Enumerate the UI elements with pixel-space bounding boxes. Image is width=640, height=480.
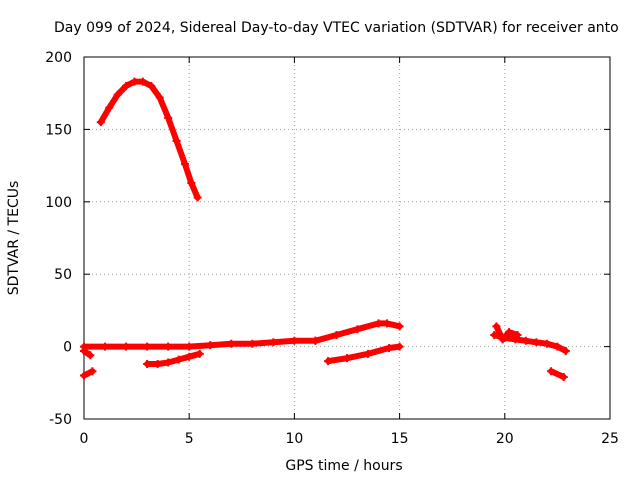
series-line: [97, 78, 201, 201]
y-tick-label: 50: [54, 267, 72, 283]
data-point: [164, 113, 173, 122]
data-point: [353, 325, 362, 334]
series-arc-high-peak: [96, 77, 202, 202]
data-point: [86, 351, 95, 360]
data-point: [80, 346, 88, 355]
series-spikes-evening: [492, 322, 522, 344]
data-point: [364, 349, 373, 358]
data-point: [122, 342, 131, 351]
data-point: [559, 373, 568, 382]
data-point: [174, 355, 183, 364]
data-point: [269, 338, 278, 347]
x-tick-label: 15: [391, 431, 409, 447]
data-point: [130, 77, 139, 86]
data-point: [374, 319, 383, 328]
data-point: [164, 342, 173, 351]
grid: [84, 57, 610, 419]
series-baseline-morning: [80, 336, 320, 351]
data-point: [180, 160, 189, 169]
data-point: [195, 349, 204, 358]
series-dip-morning: [143, 349, 204, 368]
data-point: [138, 77, 147, 86]
data-point: [561, 346, 570, 355]
axis-ticks: 0 5 10 15 20 25 -50 0 50 100 150 200: [45, 50, 619, 447]
series-rise-afternoon: [311, 319, 404, 345]
y-tick-label: 0: [63, 340, 72, 356]
data-point: [113, 90, 122, 99]
data-point: [143, 359, 152, 368]
data-point: [290, 336, 299, 345]
series-group: [80, 77, 570, 382]
series-start-negative-left: [80, 367, 97, 380]
y-tick-label: -50: [49, 412, 72, 428]
data-point: [172, 136, 181, 145]
data-point: [343, 354, 351, 363]
data-point: [147, 81, 156, 90]
data-point: [521, 336, 530, 345]
data-point: [505, 328, 514, 337]
data-point: [101, 342, 110, 351]
x-tick-label: 25: [601, 431, 619, 447]
y-axis-title: SDTVAR / TECUs: [6, 181, 22, 296]
x-tick-label: 0: [80, 431, 89, 447]
plot-frame: [83, 56, 611, 420]
data-point: [164, 358, 173, 367]
data-point: [248, 339, 257, 348]
data-point: [553, 342, 562, 351]
data-point: [185, 342, 194, 351]
y-tick-label: 150: [45, 122, 72, 138]
chart-title: Day 099 of 2024, Sidereal Day-to-day VTE…: [54, 20, 619, 36]
series-lower-arc-afternoon: [324, 342, 404, 366]
data-point: [385, 344, 394, 353]
data-point: [498, 335, 507, 344]
data-point: [382, 319, 391, 328]
data-point: [513, 331, 522, 340]
data-point: [96, 118, 105, 127]
data-point: [143, 342, 152, 351]
data-point: [332, 331, 341, 340]
data-point: [155, 93, 164, 102]
x-tick-label: 10: [285, 431, 303, 447]
data-point: [395, 322, 404, 331]
series-line: [81, 337, 319, 350]
data-point: [105, 103, 114, 112]
data-point: [532, 338, 541, 347]
data-point: [80, 371, 88, 380]
data-point: [122, 81, 131, 90]
series-line: [493, 323, 521, 343]
data-point: [311, 336, 320, 345]
data-point: [88, 367, 97, 376]
series-tail-evening: [547, 367, 568, 382]
series-start-negative-small: [80, 346, 95, 360]
data-point: [542, 339, 551, 348]
data-point: [153, 359, 162, 368]
data-point: [193, 193, 202, 202]
x-tick-label: 20: [496, 431, 514, 447]
series-line: [144, 350, 203, 367]
data-point: [547, 367, 556, 376]
x-axis-title: GPS time / hours: [285, 458, 402, 474]
data-point: [492, 322, 501, 331]
data-point: [324, 357, 333, 366]
data-point: [206, 341, 215, 350]
data-point: [490, 331, 499, 340]
x-tick-label: 5: [185, 431, 194, 447]
data-point: [185, 352, 194, 361]
data-point: [187, 178, 196, 187]
data-point: [227, 339, 236, 348]
data-point: [395, 342, 404, 351]
y-tick-label: 100: [45, 195, 72, 211]
y-tick-label: 200: [45, 50, 72, 66]
